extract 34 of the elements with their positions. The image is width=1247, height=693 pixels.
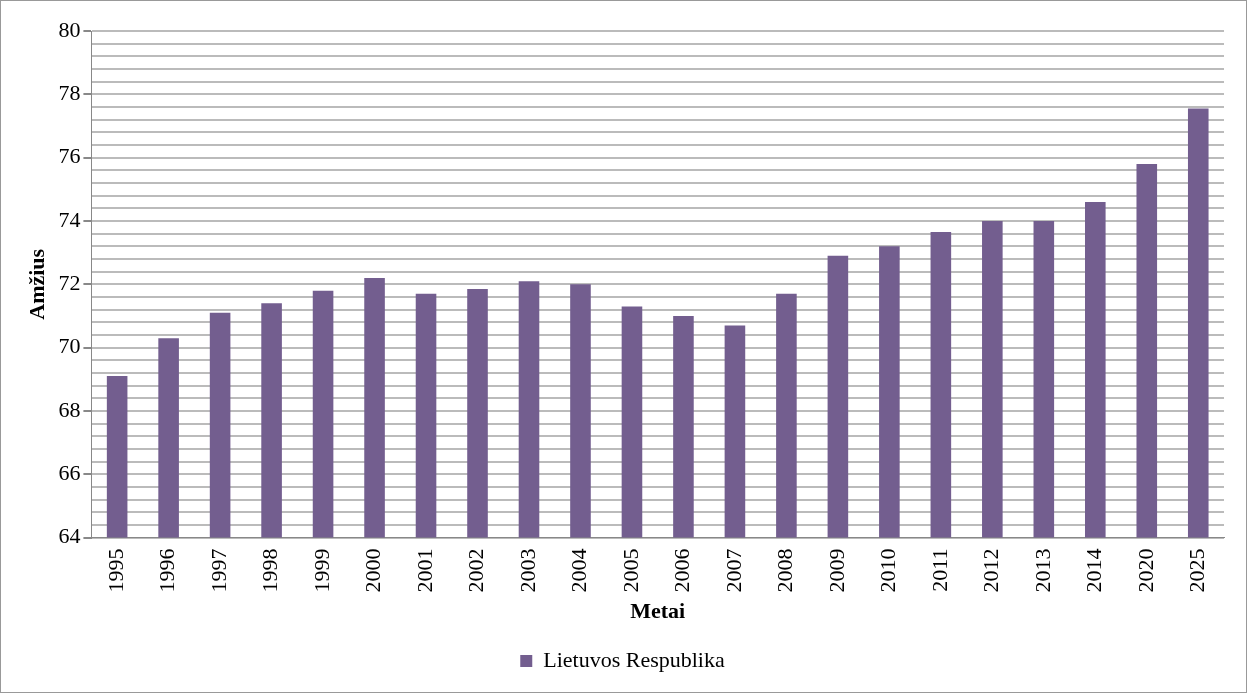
x-tick-label: 2006: [669, 548, 695, 593]
x-tick-label: 1995: [102, 548, 128, 593]
y-tick-label: 78: [58, 80, 81, 106]
x-tick-label: 2004: [566, 548, 592, 593]
x-tick-label: 2011: [926, 548, 952, 592]
x-tick-label: 2005: [617, 548, 643, 593]
y-tick-label: 74: [58, 206, 81, 232]
x-tick-label: 2007: [720, 548, 746, 593]
y-tick-label: 80: [58, 16, 81, 42]
y-tick-label: 64: [58, 523, 81, 549]
y-tick-label: 72: [58, 270, 81, 296]
x-tick-label: 2012: [978, 548, 1004, 593]
x-tick-label: 2003: [514, 548, 540, 593]
x-tick-label: 1996: [154, 548, 180, 593]
x-tick-label: 2000: [360, 548, 386, 593]
legend-label: Lietuvos Respublika: [543, 646, 725, 672]
x-tick-label: 2002: [463, 548, 489, 593]
x-tick-label: 2001: [411, 548, 437, 593]
x-tick-label: 1999: [308, 548, 334, 593]
y-tick-label: 76: [58, 143, 81, 169]
y-tick-label: 68: [58, 396, 81, 422]
y-axis-title: Amžius: [23, 248, 49, 320]
y-tick-label: 66: [58, 460, 81, 486]
x-tick-label: 2014: [1081, 548, 1107, 593]
x-tick-label: 2025: [1184, 548, 1210, 593]
x-axis-title: Metai: [630, 598, 686, 624]
x-tick-label: 2008: [772, 548, 798, 593]
y-tick-label: 70: [58, 333, 81, 359]
x-tick-label: 1998: [257, 548, 283, 593]
x-tick-label: 2010: [875, 548, 901, 593]
x-tick-label: 2013: [1029, 548, 1055, 593]
x-tick-label: 2009: [823, 548, 849, 593]
x-tick-label: 2020: [1132, 548, 1158, 593]
x-tick-label: 1997: [205, 548, 231, 593]
